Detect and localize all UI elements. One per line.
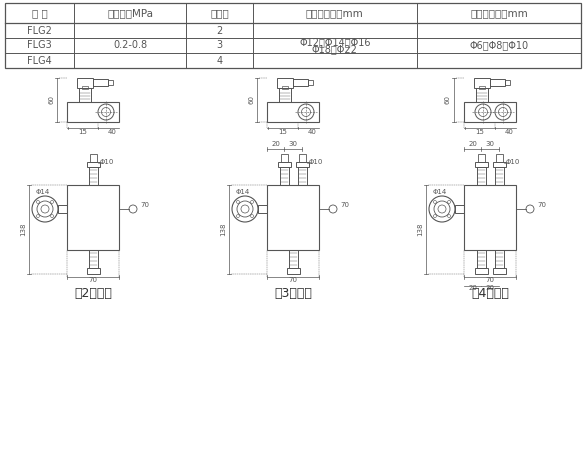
- Bar: [464, 102, 516, 122]
- Bar: [87, 162, 100, 166]
- Bar: [108, 80, 113, 85]
- Text: 70: 70: [340, 202, 349, 208]
- Bar: [67, 102, 119, 122]
- Text: 30: 30: [485, 141, 495, 147]
- Bar: [277, 78, 293, 88]
- Bar: [495, 166, 503, 184]
- Text: Φ10: Φ10: [506, 159, 520, 165]
- Text: 0.2-0.8: 0.2-0.8: [113, 41, 147, 50]
- Text: （4出口）: （4出口）: [471, 287, 509, 300]
- Bar: [496, 153, 503, 162]
- Text: 70: 70: [537, 202, 547, 208]
- Text: 油气进口管径mm: 油气进口管径mm: [306, 8, 364, 18]
- Text: 60: 60: [445, 96, 451, 104]
- Text: （3出口）: （3出口）: [274, 287, 312, 300]
- Text: 2: 2: [216, 25, 223, 36]
- Text: 30: 30: [288, 141, 298, 147]
- Text: 40: 40: [108, 129, 117, 135]
- Text: 60: 60: [248, 96, 254, 104]
- Text: 20: 20: [468, 286, 477, 292]
- Bar: [278, 162, 291, 166]
- Text: 20: 20: [468, 141, 477, 147]
- Text: FLG2: FLG2: [27, 25, 52, 36]
- Text: 出口数: 出口数: [210, 8, 229, 18]
- Bar: [490, 79, 505, 86]
- Text: 70: 70: [88, 276, 97, 282]
- Text: FLG4: FLG4: [27, 55, 52, 66]
- Text: 3: 3: [216, 41, 223, 50]
- Bar: [67, 184, 119, 249]
- Bar: [288, 249, 298, 267]
- Text: （2出口）: （2出口）: [74, 287, 112, 300]
- Bar: [476, 88, 488, 102]
- Text: Φ12、Φ14、Φ16: Φ12、Φ14、Φ16: [299, 37, 370, 47]
- Bar: [267, 102, 319, 122]
- Bar: [88, 249, 97, 267]
- Text: Φ14: Φ14: [236, 189, 250, 195]
- Text: 70: 70: [485, 276, 495, 282]
- Bar: [476, 166, 485, 184]
- Bar: [295, 162, 308, 166]
- Text: 70: 70: [141, 202, 149, 208]
- Text: 15: 15: [78, 129, 87, 135]
- Text: 30: 30: [485, 286, 495, 292]
- Text: 4: 4: [216, 55, 223, 66]
- Text: 70: 70: [288, 276, 298, 282]
- Bar: [495, 249, 503, 267]
- Text: 20: 20: [271, 141, 280, 147]
- Bar: [492, 267, 506, 274]
- Text: Φ10: Φ10: [309, 159, 323, 165]
- Bar: [93, 79, 108, 86]
- Bar: [479, 86, 485, 89]
- Bar: [5, 3, 581, 68]
- Text: Φ18、Φ22: Φ18、Φ22: [312, 44, 357, 54]
- Bar: [267, 184, 319, 249]
- Text: Φ14: Φ14: [433, 189, 447, 195]
- Text: 40: 40: [308, 129, 317, 135]
- Bar: [258, 205, 267, 213]
- Bar: [82, 86, 88, 89]
- Text: 油气出口管径mm: 油气出口管径mm: [470, 8, 528, 18]
- Bar: [476, 249, 485, 267]
- Bar: [90, 153, 97, 162]
- Text: 出气压力MPa: 出气压力MPa: [107, 8, 154, 18]
- Bar: [282, 86, 288, 89]
- Text: Φ6、Φ8、Φ10: Φ6、Φ8、Φ10: [469, 41, 529, 50]
- Text: Φ10: Φ10: [100, 159, 114, 165]
- Text: 型 号: 型 号: [32, 8, 47, 18]
- Bar: [88, 166, 97, 184]
- Bar: [464, 184, 516, 249]
- Bar: [77, 78, 93, 88]
- Text: 60: 60: [48, 96, 54, 104]
- Bar: [475, 267, 488, 274]
- Bar: [505, 80, 510, 85]
- Bar: [478, 153, 485, 162]
- Bar: [474, 78, 490, 88]
- Text: 138: 138: [20, 222, 26, 236]
- Bar: [280, 166, 288, 184]
- Text: 138: 138: [417, 222, 423, 236]
- Text: 15: 15: [475, 129, 484, 135]
- Text: FLG3: FLG3: [27, 41, 52, 50]
- Bar: [492, 162, 506, 166]
- Text: 40: 40: [505, 129, 514, 135]
- Bar: [287, 267, 299, 274]
- Bar: [475, 162, 488, 166]
- Text: 138: 138: [220, 222, 226, 236]
- Bar: [58, 205, 67, 213]
- Bar: [79, 88, 91, 102]
- Bar: [293, 79, 308, 86]
- Text: 15: 15: [278, 129, 287, 135]
- Bar: [298, 166, 306, 184]
- Bar: [279, 88, 291, 102]
- Bar: [308, 80, 313, 85]
- Bar: [298, 153, 305, 162]
- Bar: [455, 205, 464, 213]
- Bar: [281, 153, 288, 162]
- Bar: [87, 267, 100, 274]
- Text: Φ14: Φ14: [36, 189, 50, 195]
